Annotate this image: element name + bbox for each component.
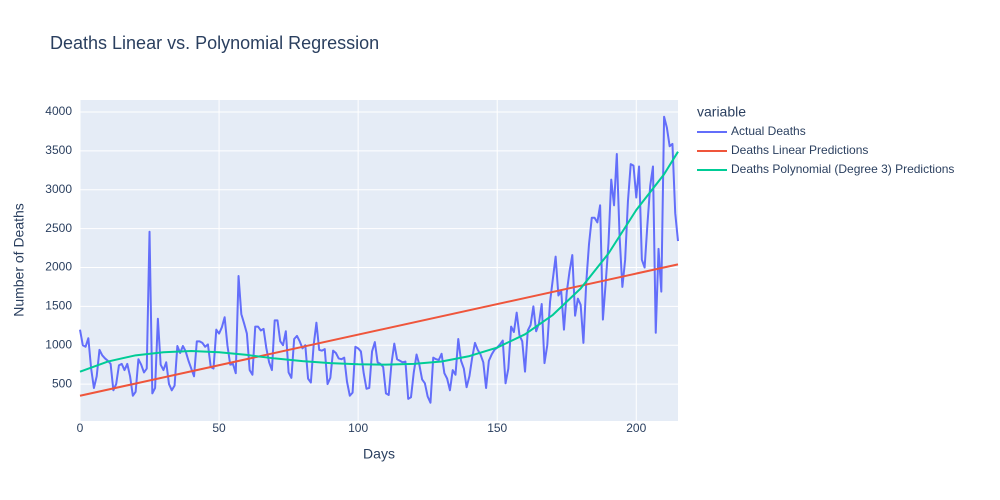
grid [79, 100, 678, 421]
line-series [79, 151, 679, 373]
legend-label: Deaths Polynomial (Degree 3) Predictions [731, 162, 954, 176]
y-tick-label: 1000 [45, 337, 72, 351]
y-tick-label: 1500 [45, 299, 72, 313]
y-tick-label: 3500 [45, 143, 72, 157]
x-tick-label: 50 [212, 421, 226, 435]
y-tick-label: 4000 [45, 104, 72, 118]
y-tick-label: 3000 [45, 182, 72, 196]
legend-title: variable [697, 104, 746, 120]
x-tick-label: 200 [626, 421, 646, 435]
chart-title: Deaths Linear vs. Polynomial Regression [50, 33, 379, 53]
y-tick-label: 2000 [45, 260, 72, 274]
x-tick-label: 150 [487, 421, 507, 435]
x-axis-title: Days [363, 446, 395, 462]
y-tick-label: 500 [52, 376, 72, 390]
legend-label: Actual Deaths [731, 124, 806, 138]
y-tick-label: 2500 [45, 221, 72, 235]
legend-label: Deaths Linear Predictions [731, 143, 868, 157]
y-axis-title: Number of Deaths [11, 203, 27, 317]
line-series [79, 263, 679, 397]
x-tick-label: 0 [77, 421, 84, 435]
x-tick-label: 100 [348, 421, 368, 435]
plot-area [80, 100, 678, 421]
marks [79, 115, 679, 404]
